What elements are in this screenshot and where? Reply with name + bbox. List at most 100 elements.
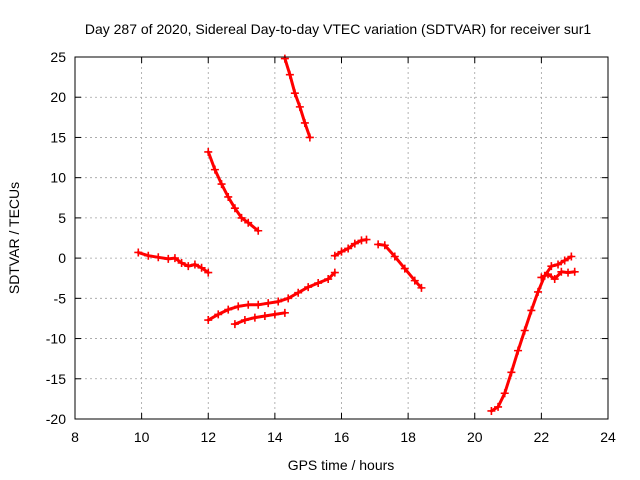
data-point-marker [527,306,536,315]
data-point-marker [274,297,283,306]
x-tick-label: 20 [467,429,483,445]
series-arc-1 [134,248,213,277]
data-point-marker [362,235,371,244]
data-point-marker [230,204,239,213]
data-point-marker [300,118,309,127]
data-point-marker [560,256,569,265]
data-point-marker [305,133,314,142]
data-point-marker [550,275,559,284]
ticks-layer: 8 10 12 14 16 18 20 22 24 -20 -15 -10 -5 0 5 10 15 20 25 [46,49,616,445]
data-point-marker [410,276,419,285]
data-point-marker [534,287,543,296]
data-point-marker [544,270,553,279]
data-point-marker [557,267,566,276]
series-arc-8 [487,252,576,415]
chart-title: Day 287 of 2020, Sidereal Day-to-day VTE… [85,21,591,37]
data-point-marker [197,263,206,272]
data-point-marker [570,267,579,276]
data-point-marker [177,258,186,267]
data-point-marker [400,264,409,273]
data-point-marker [204,147,213,156]
y-tick-label: -10 [46,331,66,347]
data-point-marker [204,316,213,325]
data-point-marker [324,275,333,284]
data-point-marker [564,268,573,277]
x-axis-label: GPS time / hours [288,457,395,473]
x-tick-label: 10 [134,429,150,445]
data-point-marker [154,253,163,262]
data-point-marker [417,283,426,292]
x-tick-label: 18 [400,429,416,445]
data-point-marker [314,279,323,288]
y-tick-label: 20 [50,89,66,105]
data-point-marker [217,180,226,189]
data-point-marker [250,313,259,322]
data-point-marker [390,252,399,261]
y-tick-label: 10 [50,170,66,186]
series-trace [136,251,210,275]
data-point-marker [337,247,346,256]
data-point-marker [254,300,263,309]
y-tick-label: 25 [50,49,66,65]
data-point-marker [134,248,143,257]
data-point-marker [330,251,339,260]
data-point-marker [357,236,366,245]
data-point-marker [264,299,273,308]
data-point-marker [487,406,496,415]
x-tick-label: 8 [71,429,79,445]
x-tick-label: 14 [267,429,283,445]
series-layer [134,54,579,415]
x-tick-label: 12 [200,429,216,445]
x-tick-label: 22 [534,429,550,445]
series-trace [206,271,337,322]
data-point-marker [260,312,269,321]
data-point-marker [280,308,289,317]
series-trace [283,57,312,139]
data-point-marker [224,192,233,201]
data-point-marker [240,316,249,325]
grid-layer [75,57,608,419]
data-point-marker [237,213,246,222]
data-point-marker [190,260,199,269]
data-point-marker [537,273,546,282]
data-point-marker [164,254,173,263]
y-tick-label: 0 [58,250,66,266]
series-arc-2 [204,147,263,235]
y-tick-label: 5 [58,210,66,226]
series-arc-3 [280,54,314,142]
series-arc-7 [374,240,426,292]
y-axis-label: SDTVAR / TECUs [6,182,22,294]
data-point-marker [547,262,556,271]
y-tick-label: -20 [46,411,66,427]
x-tick-label: 24 [600,429,616,445]
data-point-marker [214,310,223,319]
data-point-marker [514,346,523,355]
data-point-marker [244,218,253,227]
data-point-marker [330,268,339,277]
data-point-marker [567,252,576,261]
data-point-marker [184,262,193,271]
data-point-marker [294,288,303,297]
data-point-marker [234,302,243,311]
data-point-marker [210,165,219,174]
data-point-marker [254,226,263,235]
series-arc-9 [537,267,579,284]
data-point-marker [374,240,383,249]
data-point-marker [224,305,233,314]
data-point-marker [230,320,239,329]
data-point-marker [270,310,279,319]
x-tick-label: 16 [334,429,350,445]
data-point-marker [350,239,359,248]
y-tick-label: -5 [54,290,67,306]
data-point-marker [380,241,389,250]
data-point-marker [520,326,529,335]
data-point-marker [290,89,299,98]
data-point-marker [244,300,253,309]
data-point-marker [204,268,213,277]
data-point-marker [284,294,293,303]
series-trace [206,150,260,233]
data-point-marker [500,389,509,398]
data-point-marker [170,254,179,263]
y-tick-label: 15 [50,129,66,145]
